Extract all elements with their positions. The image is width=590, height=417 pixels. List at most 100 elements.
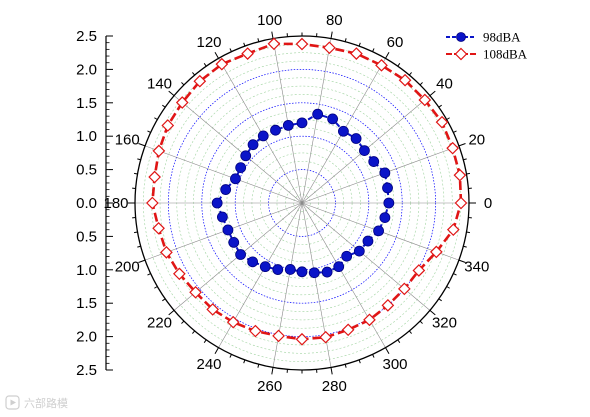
data-point-108dBA	[241, 47, 254, 60]
data-point-108dBA	[319, 330, 333, 344]
outer-tick	[408, 72, 412, 76]
data-point-98dBA	[373, 225, 384, 237]
angle-label: 80	[326, 12, 343, 29]
outer-tick	[137, 158, 141, 161]
data-point-108dBA	[249, 324, 262, 338]
data-point-98dBA	[220, 184, 232, 195]
data-point-108dBA	[397, 282, 411, 296]
outer-tick	[408, 330, 412, 334]
outer-tick	[330, 367, 333, 375]
outer-tick	[229, 48, 232, 52]
outer-tick	[162, 298, 166, 302]
series-group	[146, 37, 468, 346]
outer-tick	[429, 309, 436, 316]
data-point-98dBA	[379, 212, 391, 224]
data-point-98dBA	[350, 133, 362, 144]
outer-tick	[181, 82, 185, 86]
radial-tick-label: 2.0	[76, 61, 97, 78]
outer-tick	[466, 231, 470, 234]
outer-tick	[271, 31, 274, 39]
grid-spoke	[301, 38, 332, 204]
radial-tick-label: 0.0	[76, 195, 97, 212]
data-point-108dBA	[295, 37, 309, 51]
outer-tick	[147, 130, 151, 133]
data-point-108dBA	[435, 115, 449, 129]
outer-tick	[162, 104, 166, 108]
outer-tick	[243, 42, 246, 47]
data-point-98dBA	[362, 235, 374, 247]
outer-tick	[453, 273, 457, 276]
data-point-98dBA	[368, 156, 380, 167]
angle-label: 320	[432, 315, 457, 332]
data-point-108dBA	[161, 119, 175, 132]
data-point-108dBA	[412, 264, 426, 277]
outer-tick	[192, 330, 196, 334]
angle-label: 120	[196, 34, 221, 51]
data-point-98dBA	[282, 119, 294, 131]
outer-tick	[214, 52, 219, 59]
data-point-108dBA	[206, 303, 220, 316]
angle-label: 60	[387, 34, 404, 51]
outer-tick	[214, 347, 219, 354]
data-point-108dBA	[375, 58, 388, 72]
outer-tick	[385, 347, 390, 354]
outer-tick	[458, 259, 466, 263]
angle-label: 260	[257, 378, 282, 395]
data-point-108dBA	[341, 323, 355, 337]
grid-spoke	[218, 58, 303, 204]
outer-tick	[203, 339, 207, 343]
outer-tick	[229, 354, 232, 358]
data-point-108dBA	[350, 47, 363, 60]
grid-spoke	[173, 95, 303, 204]
data-point-98dBA	[270, 124, 281, 136]
radial-tick-label: 2.5	[76, 28, 97, 45]
outer-tick	[203, 63, 207, 67]
angular-axis: 0 20 40 60 80 100 120 140 160 180 200 220 240 260 280 3…	[103, 12, 492, 395]
data-point-108dBA	[429, 245, 443, 259]
data-point-98dBA	[327, 113, 339, 125]
data-point-108dBA	[381, 298, 395, 312]
outer-tick	[344, 38, 347, 42]
watermark-text: 六部路模	[24, 396, 68, 410]
outer-tick	[438, 298, 442, 302]
radial-tick-label: 0.5	[76, 162, 97, 179]
outer-tick	[429, 90, 436, 97]
outer-tick	[243, 359, 246, 364]
legend-label: 108dBA	[483, 47, 528, 62]
outer-tick	[438, 104, 442, 108]
outer-tick	[466, 172, 470, 175]
data-point-98dBA	[216, 211, 228, 223]
data-point-98dBA	[222, 224, 234, 236]
data-point-108dBA	[267, 37, 281, 51]
outer-tick	[358, 42, 361, 47]
grid-spoke	[301, 202, 431, 311]
data-point-98dBA	[359, 145, 370, 157]
data-point-98dBA	[379, 167, 391, 179]
angle-label: 20	[468, 131, 485, 148]
data-point-108dBA	[160, 246, 173, 259]
outer-tick	[154, 286, 158, 289]
outer-tick	[446, 286, 450, 289]
outer-tick	[453, 130, 457, 133]
angle-label: 140	[147, 75, 172, 92]
data-point-108dBA	[146, 196, 159, 210]
data-point-98dBA	[272, 264, 284, 275]
data-point-108dBA	[272, 329, 285, 343]
outer-tick	[147, 273, 151, 276]
polar-grid	[128, 31, 476, 375]
angle-label: 180	[103, 195, 128, 212]
grid-spoke	[144, 145, 303, 204]
data-point-108dBA	[193, 74, 207, 88]
data-point-108dBA	[295, 332, 309, 346]
angle-label: 160	[115, 131, 140, 148]
angle-label: 200	[115, 259, 140, 276]
data-point-98dBA	[247, 139, 259, 151]
data-point-108dBA	[323, 41, 336, 55]
angle-label: 100	[257, 12, 282, 29]
outer-tick	[271, 367, 274, 375]
data-point-98dBA	[259, 261, 271, 273]
data-point-98dBA	[247, 256, 259, 268]
outer-tick	[372, 48, 375, 52]
data-point-108dBA	[175, 96, 189, 109]
